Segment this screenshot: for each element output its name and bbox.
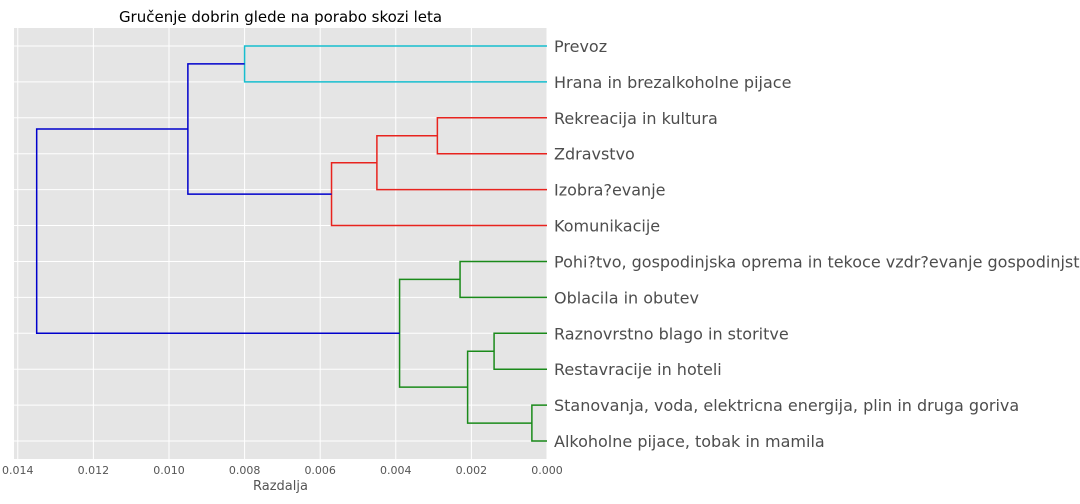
dendrogram-link [187,63,332,195]
dendrogram-link [436,117,547,155]
dendrogram-links [35,45,547,442]
dendrogram-link [459,260,547,299]
leaf-labels: Prevoz Hrana in brezalkoholne pijace Rekre… [554,37,1080,451]
x-tick-label: 0.012 [78,464,110,477]
x-tick-label: 0.008 [229,464,261,477]
dendrogram-link [376,135,547,191]
leaf-label: Rekreacija in kultura [554,109,718,128]
x-axis-label: Razdalja [253,479,308,494]
dendrogram-link [35,128,400,335]
leaf-label: Hrana in brezalkoholne pijace [554,73,791,92]
x-tick-label: 0.002 [456,464,488,477]
leaf-label: Alkoholne pijace, tobak in mamila [554,432,825,451]
x-tick-label: 0.000 [531,464,563,477]
leaf-label: Zdravstvo [554,145,635,164]
x-axis-ticks: 0.014 0.012 0.010 0.008 0.006 0.004 0.002 0.000 [2,464,563,477]
leaf-label: Pohi?tvo, gospodinjska oprema in tekoce … [554,252,1080,271]
leaf-label: Stanovanja, voda, elektricna energija, p… [554,396,1019,415]
x-tick-label: 0.014 [2,464,34,477]
leaf-label: Prevoz [554,37,607,56]
leaf-label: Raznovrstno blago in storitve [554,324,789,343]
chart-title: Gručenje dobrin glede na porabo skozi le… [119,8,442,26]
leaf-label: Oblacila in obutev [554,288,699,307]
leaf-label: Restavracije in hoteli [554,360,722,379]
leaf-label: Komunikacije [554,217,660,236]
dendrogram-link [243,45,547,83]
x-tick-label: 0.006 [304,464,336,477]
dendrogram-link [330,161,547,227]
leaf-label: Izobra?evanje [554,181,665,200]
x-tick-label: 0.010 [153,464,185,477]
x-tick-label: 0.004 [380,464,412,477]
